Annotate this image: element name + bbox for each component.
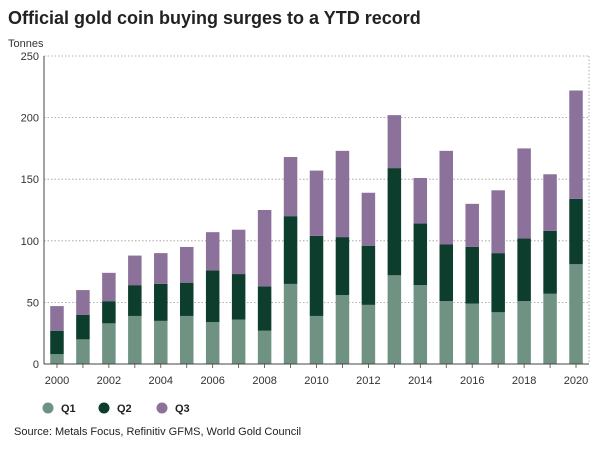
legend-swatch (98, 402, 110, 414)
bar-q3-2019 (543, 174, 557, 231)
legend: Q1 Q2 Q3 (42, 402, 190, 415)
bar-q2-2009 (283, 216, 298, 284)
bar-q1-2014 (413, 285, 428, 364)
legend-item-q3: Q3 (156, 402, 190, 415)
bars (50, 90, 583, 364)
legend-swatch (156, 402, 168, 414)
bar-q3-2013 (387, 115, 402, 169)
x-tick-label: 2014 (408, 375, 432, 387)
legend-item-q2: Q2 (98, 402, 132, 415)
axes (43, 56, 590, 368)
bar-q2-2017 (491, 253, 505, 313)
y-tick-label: 250 (21, 51, 39, 63)
bar-q3-2012 (361, 192, 376, 246)
bar-q2-2004 (154, 283, 168, 321)
bar-q2-2008 (257, 286, 272, 331)
bar-q1-2008 (257, 330, 272, 364)
bar-q1-2016 (465, 303, 479, 364)
bar-q3-2001 (76, 290, 90, 315)
bar-q1-2015 (439, 301, 454, 364)
bar-q3-2009 (283, 157, 298, 217)
bar-q2-2020 (569, 198, 583, 265)
y-tick-label: 150 (21, 174, 39, 186)
bar-q3-2016 (465, 203, 479, 247)
legend-label: Q2 (117, 403, 132, 415)
bar-q3-2006 (205, 232, 220, 271)
bar-q2-2012 (361, 245, 376, 305)
bar-q3-2000 (50, 306, 64, 331)
bar-q1-2009 (283, 283, 298, 364)
legend-label: Q3 (175, 403, 190, 415)
x-tick-labels: 2000 2002 2004 2006 2008 2010 2012 2014 2016 2018… (45, 375, 589, 387)
bar-q3-2005 (179, 246, 194, 283)
x-tick-label: 2018 (512, 375, 536, 387)
bar-q1-2012 (361, 304, 376, 364)
legend-swatch (42, 402, 54, 414)
bar-q1-2002 (102, 323, 116, 364)
bar-q1-2003 (128, 315, 142, 364)
bar-q1-2020 (569, 264, 583, 364)
bar-q2-2016 (465, 246, 479, 304)
bar-q2-2000 (50, 330, 64, 355)
bar-q2-2001 (76, 314, 90, 340)
bar-q2-2010 (309, 235, 324, 316)
bar-q2-2006 (205, 270, 220, 323)
bar-q1-2010 (309, 315, 324, 364)
y-tick-label: 0 (33, 359, 39, 371)
bar-q3-2020 (569, 90, 583, 199)
bar-q1-2007 (231, 319, 246, 364)
bar-q1-2005 (179, 315, 194, 364)
bar-q3-2007 (231, 229, 246, 275)
bar-q1-2013 (387, 275, 402, 364)
bar-q3-2010 (309, 170, 324, 236)
bar-q3-2017 (491, 190, 505, 254)
bar-q1-2011 (335, 295, 350, 364)
x-tick-label: 2016 (460, 375, 484, 387)
bar-q3-2018 (517, 148, 531, 239)
x-tick-label: 2020 (564, 375, 588, 387)
bar-q2-2014 (413, 223, 428, 286)
legend-item-q1: Q1 (42, 402, 76, 415)
bar-q3-2002 (102, 272, 116, 302)
bar-q1-2006 (205, 322, 220, 364)
x-tick-label: 2006 (200, 375, 224, 387)
bar-q3-2004 (154, 253, 168, 284)
bar-q2-2011 (335, 237, 350, 295)
x-tick-label: 2008 (252, 375, 276, 387)
source-note: Source: Metals Focus, Refinitiv GFMS, Wo… (14, 426, 301, 438)
bar-q1-2004 (154, 320, 168, 364)
bar-q3-2015 (439, 150, 454, 245)
bar-q1-2001 (76, 339, 90, 364)
bar-q3-2008 (257, 210, 272, 287)
bar-q1-2017 (491, 312, 505, 364)
y-axis-label: Tonnes (8, 38, 44, 50)
bar-q3-2014 (413, 177, 428, 224)
y-tick-label: 200 (21, 113, 39, 125)
x-tick-label: 2002 (97, 375, 121, 387)
bar-q2-2007 (231, 274, 246, 320)
chart-title: Official gold coin buying surges to a YT… (8, 8, 421, 28)
bar-q2-2019 (543, 230, 557, 294)
bar-q2-2013 (387, 168, 402, 276)
bar-q2-2018 (517, 238, 531, 302)
x-tick-label: 2010 (304, 375, 328, 387)
bar-q2-2002 (102, 301, 116, 324)
bar-q2-2003 (128, 285, 142, 316)
legend-label: Q1 (61, 403, 76, 415)
y-tick-labels: 0 50 100 150 200 250 (21, 51, 39, 371)
bar-q1-2018 (517, 301, 531, 364)
x-tick-label: 2004 (149, 375, 173, 387)
x-tick-label: 2000 (45, 375, 69, 387)
bar-q3-2011 (335, 150, 350, 238)
y-tick-label: 100 (21, 236, 39, 248)
bar-q1-2019 (543, 293, 557, 364)
bar-q1-2000 (50, 354, 64, 364)
x-tick-label: 2012 (356, 375, 380, 387)
bar-q3-2003 (128, 255, 142, 286)
bar-q2-2015 (439, 244, 454, 302)
bar-q2-2005 (179, 282, 194, 316)
y-tick-label: 50 (27, 297, 39, 309)
